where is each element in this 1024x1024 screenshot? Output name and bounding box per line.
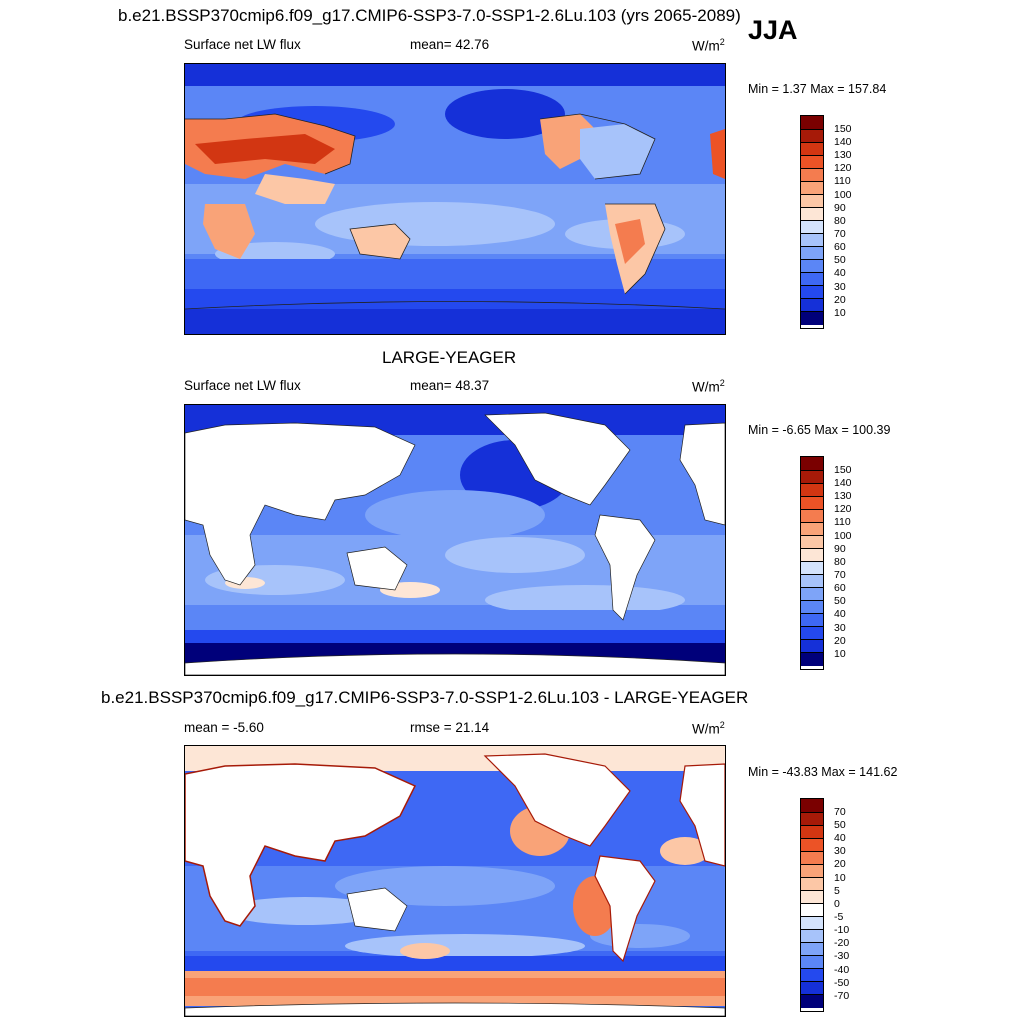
colorbar-tick-label: 150 bbox=[834, 123, 852, 135]
panel-3-map bbox=[184, 745, 726, 1017]
colorbar-tick-label: 60 bbox=[834, 241, 846, 253]
colorbar-tick-label: 10 bbox=[834, 872, 846, 884]
colorbar-tick-label: 110 bbox=[834, 175, 851, 187]
colorbar-tick-label: 10 bbox=[834, 648, 846, 660]
colorbar-tick-label: 20 bbox=[834, 635, 846, 647]
colorbar-tick-label: 100 bbox=[834, 189, 852, 201]
panel-2-variable-label: Surface net LW flux bbox=[184, 378, 301, 393]
colorbar-tick-label: 100 bbox=[834, 530, 852, 542]
colorbar-tick-label: 10 bbox=[834, 307, 846, 319]
panel-2-colorbar bbox=[800, 456, 824, 670]
colorbar-tick-label: 30 bbox=[834, 281, 846, 293]
colorbar-tick-label: -30 bbox=[834, 950, 850, 962]
colorbar-tick-label: 0 bbox=[834, 898, 840, 910]
colorbar-tick-label: 90 bbox=[834, 202, 846, 214]
panel-3-units: W/m2 bbox=[692, 720, 725, 737]
colorbar-tick-label: -40 bbox=[834, 964, 850, 976]
panel-2-mean-label: mean= 48.37 bbox=[410, 378, 490, 393]
colorbar-tick-label: -5 bbox=[834, 911, 844, 923]
colorbar-tick-label: 120 bbox=[834, 503, 852, 515]
colorbar-tick-label: 80 bbox=[834, 556, 846, 568]
panel-1-units: W/m2 bbox=[692, 37, 725, 54]
colorbar-tick-label: 70 bbox=[834, 228, 846, 240]
main-title: b.e21.BSSP370cmip6.f09_g17.CMIP6-SSP3-7.… bbox=[118, 6, 741, 25]
colorbar-tick-label: -20 bbox=[834, 937, 850, 949]
panel-2-title: LARGE-YEAGER bbox=[382, 348, 517, 367]
panel-3-title: b.e21.BSSP370cmip6.f09_g17.CMIP6-SSP3-7.… bbox=[101, 688, 749, 707]
colorbar-tick-label: 20 bbox=[834, 294, 846, 306]
panel-3-minmax: Min = -43.83 Max = 141.62 bbox=[748, 765, 898, 779]
panel-3-mean-label: mean = -5.60 bbox=[184, 720, 264, 735]
panel-1-variable-label: Surface net LW flux bbox=[184, 37, 301, 52]
colorbar-tick-label: -10 bbox=[834, 924, 850, 936]
panel-2-map bbox=[184, 404, 726, 676]
panel-3-colorbar bbox=[800, 798, 824, 1012]
panel-1-colorbar bbox=[800, 115, 824, 329]
colorbar-tick-label: -70 bbox=[834, 990, 850, 1002]
colorbar-tick-label: 50 bbox=[834, 254, 846, 266]
colorbar-tick-label: 140 bbox=[834, 136, 852, 148]
panel-2-minmax: Min = -6.65 Max = 100.39 bbox=[748, 423, 891, 437]
colorbar-tick-label: 40 bbox=[834, 267, 846, 279]
colorbar-tick-label: 130 bbox=[834, 149, 852, 161]
colorbar-tick-label: 150 bbox=[834, 464, 852, 476]
colorbar-tick-label: 90 bbox=[834, 543, 846, 555]
colorbar-tick-label: 60 bbox=[834, 582, 846, 594]
colorbar-tick-label: 50 bbox=[834, 595, 846, 607]
colorbar-tick-label: 140 bbox=[834, 477, 852, 489]
colorbar-tick-label: 80 bbox=[834, 215, 846, 227]
colorbar-tick-label: 40 bbox=[834, 832, 846, 844]
colorbar-tick-label: 70 bbox=[834, 569, 846, 581]
colorbar-tick-label: -50 bbox=[834, 977, 850, 989]
colorbar-tick-label: 5 bbox=[834, 885, 840, 897]
season-label: JJA bbox=[748, 15, 798, 45]
colorbar-tick-label: 70 bbox=[834, 806, 846, 818]
panel-2-units: W/m2 bbox=[692, 378, 725, 395]
colorbar-tick-label: 50 bbox=[834, 819, 846, 831]
colorbar-tick-label: 120 bbox=[834, 162, 852, 174]
colorbar-tick-label: 110 bbox=[834, 516, 851, 528]
panel-3-rmse-label: rmse = 21.14 bbox=[410, 720, 490, 735]
panel-1-minmax: Min = 1.37 Max = 157.84 bbox=[748, 82, 887, 96]
colorbar-tick-label: 40 bbox=[834, 608, 846, 620]
colorbar-tick-label: 130 bbox=[834, 490, 852, 502]
colorbar-tick-label: 20 bbox=[834, 858, 846, 870]
panel-1-map bbox=[184, 63, 726, 335]
panel-1-mean-label: mean= 42.76 bbox=[410, 37, 490, 52]
colorbar-tick-label: 30 bbox=[834, 622, 846, 634]
colorbar-tick-label: 30 bbox=[834, 845, 846, 857]
